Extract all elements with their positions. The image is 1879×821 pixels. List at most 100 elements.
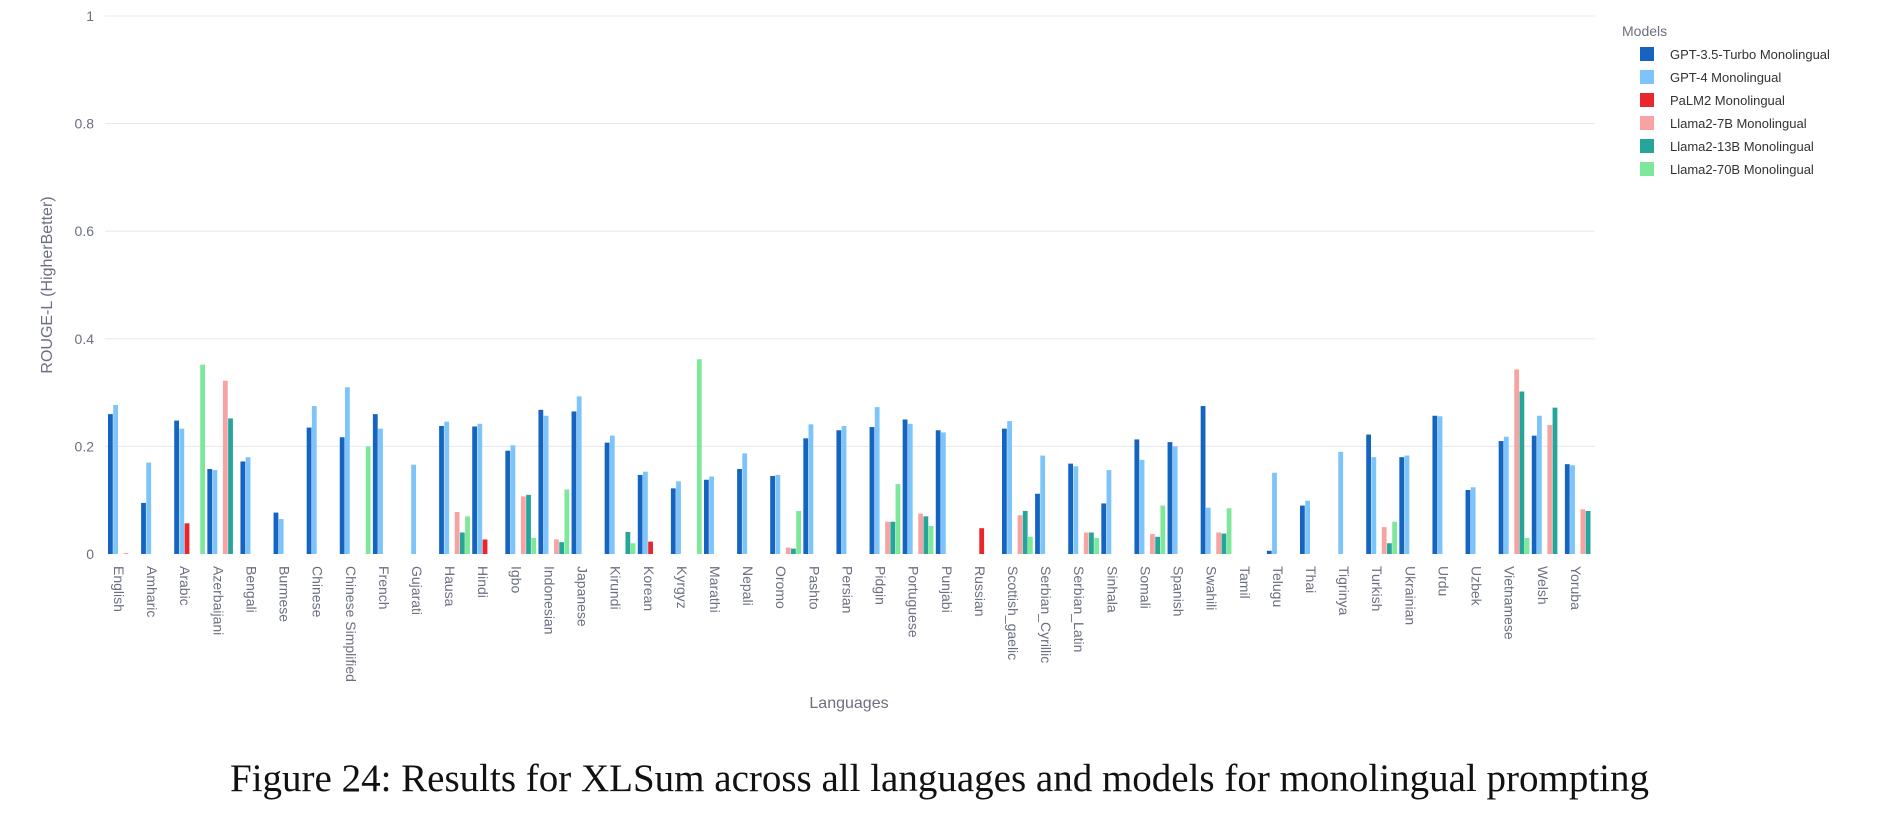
bar	[1083, 532, 1089, 554]
bar	[1028, 536, 1033, 554]
bar	[709, 476, 714, 554]
x-tick-label: Kirundi	[608, 566, 624, 610]
bar	[372, 414, 378, 554]
bar	[240, 461, 246, 554]
x-tick-label: Gujarati	[409, 566, 425, 615]
bar	[174, 420, 180, 554]
bar	[1399, 457, 1405, 554]
x-tick-label: Swahili	[1204, 566, 1220, 610]
bar	[1101, 503, 1107, 554]
bar	[642, 471, 648, 554]
x-tick-label: Welsh	[1535, 566, 1551, 605]
bar	[1089, 532, 1094, 554]
x-tick-label: Punjabi	[939, 566, 955, 613]
bar	[1167, 442, 1173, 554]
bar	[742, 453, 748, 554]
bar	[775, 474, 781, 554]
bar	[576, 396, 582, 554]
y-tick-label: 1	[86, 8, 94, 24]
bar	[526, 494, 531, 554]
bar	[520, 496, 526, 554]
x-tick-label: French	[376, 566, 392, 610]
bar	[339, 437, 345, 554]
bar	[378, 428, 383, 554]
bar	[1200, 406, 1206, 554]
x-tick-label: Serbian_Latin	[1071, 566, 1087, 652]
legend-label: Llama2-70B Monolingual	[1670, 162, 1814, 177]
bar	[836, 430, 842, 554]
bar	[1221, 533, 1227, 554]
bar	[1547, 424, 1553, 554]
x-tick-label: Chinese Simplified	[343, 566, 359, 682]
bar	[935, 430, 941, 554]
bar	[1514, 369, 1520, 554]
bar	[676, 481, 681, 554]
x-tick-label: Telugu	[1270, 566, 1286, 607]
bar	[554, 539, 559, 554]
bar	[454, 512, 460, 554]
x-tick-label: Serbian_Cyrillic	[1038, 566, 1054, 663]
bar	[1503, 436, 1509, 554]
x-axis-ticks: English Amharic Arabic Azerbaijani Bengali Bu…	[111, 566, 1584, 682]
bar	[1404, 455, 1410, 554]
legend-label: Llama2-7B Monolingual	[1670, 116, 1807, 131]
bar	[704, 479, 709, 554]
bar	[869, 427, 875, 554]
x-tick-label: Hindi	[475, 566, 491, 598]
bar	[1073, 466, 1079, 554]
bar	[306, 427, 312, 554]
bar	[141, 502, 146, 554]
bar	[1068, 463, 1074, 554]
bar	[1035, 493, 1040, 554]
x-tick-label: Korean	[641, 566, 657, 611]
x-tick-label: Oromo	[773, 566, 789, 609]
bar	[444, 421, 450, 554]
bar	[1470, 487, 1476, 554]
x-tick-label: Somali	[1137, 566, 1153, 609]
x-tick-label: Nepali	[740, 566, 756, 606]
x-tick-label: Marathi	[707, 566, 723, 613]
bar	[1160, 505, 1166, 554]
bar	[1300, 505, 1305, 554]
bar	[1531, 435, 1537, 554]
x-tick-label: Pidgin	[873, 566, 889, 605]
x-tick-label: Uzbek	[1469, 566, 1485, 607]
x-tick-label: Persian	[839, 566, 855, 613]
y-tick-label: 0.8	[75, 116, 95, 132]
bar	[207, 469, 213, 554]
bar	[1305, 500, 1310, 554]
bar	[531, 537, 537, 554]
x-tick-label: Urdu	[1435, 566, 1451, 596]
bar	[1139, 459, 1145, 554]
x-tick-label: Yoruba	[1568, 566, 1584, 610]
bar	[979, 528, 985, 554]
y-tick-label: 0	[86, 546, 94, 562]
bar	[1040, 455, 1046, 554]
bar	[630, 543, 636, 554]
y-axis-title: ROUGE-L (HigherBetter)	[39, 196, 56, 373]
bar	[1437, 416, 1443, 554]
bar	[212, 470, 218, 554]
bar	[1017, 515, 1023, 554]
legend-swatch	[1640, 70, 1654, 84]
x-tick-label: Chinese	[310, 566, 326, 618]
bar	[1392, 521, 1398, 554]
bar	[459, 532, 465, 554]
y-axis-ticks: 0 0.2 0.4 0.6 0.8 1	[75, 8, 95, 562]
bar	[472, 426, 478, 554]
y-tick-label: 0.2	[75, 438, 95, 454]
legend-swatch	[1640, 93, 1654, 107]
bar	[1465, 489, 1471, 554]
bar	[228, 418, 233, 554]
bar	[885, 521, 890, 554]
x-tick-label: Turkish	[1369, 566, 1385, 611]
legend-swatch	[1640, 139, 1654, 153]
bar	[803, 438, 809, 554]
bar	[895, 484, 901, 554]
x-tick-label: Ukrainian	[1402, 566, 1418, 625]
bar	[625, 531, 631, 554]
bar	[1366, 434, 1372, 554]
bar	[1338, 451, 1344, 554]
bar	[1226, 508, 1232, 554]
x-tick-label: Portuguese	[906, 566, 922, 638]
